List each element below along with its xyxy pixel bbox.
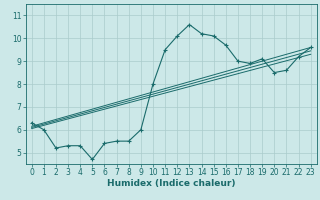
X-axis label: Humidex (Indice chaleur): Humidex (Indice chaleur) bbox=[107, 179, 236, 188]
